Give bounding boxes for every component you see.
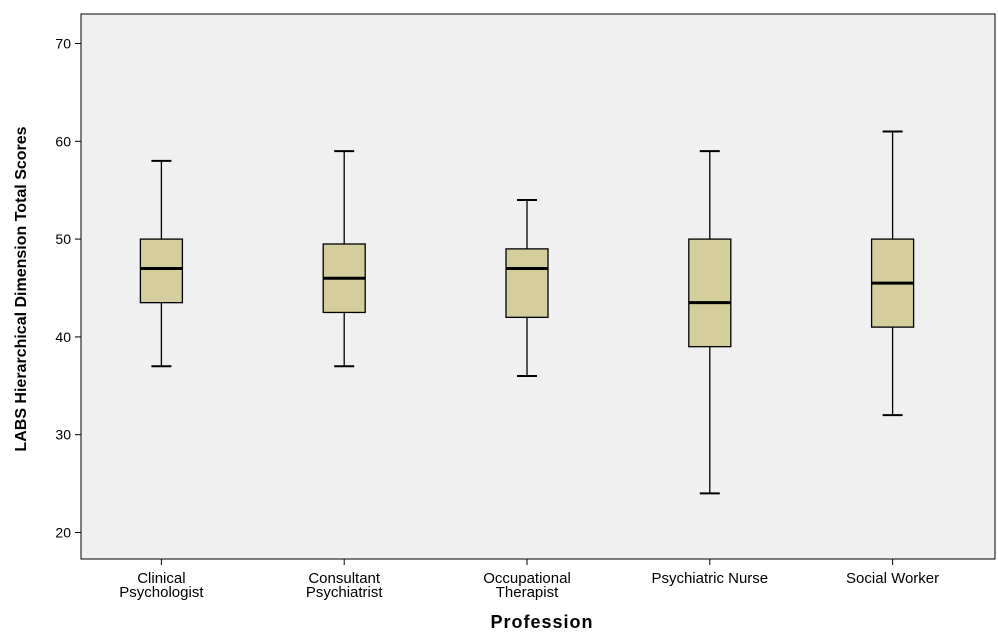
y-tick-label: 50 <box>55 231 71 247</box>
x-tick-label: Occupational <box>483 570 571 587</box>
x-tick-label: Psychologist <box>119 584 204 601</box>
iqr-box <box>139 238 184 304</box>
box-0 <box>139 159 184 368</box>
box-3 <box>688 150 732 495</box>
y-tick-label: 20 <box>55 525 71 541</box>
box-4 <box>870 130 915 417</box>
y-tick-label: 30 <box>55 427 71 443</box>
y-axis-title: LABS Hierarchical Dimension Total Scores <box>13 126 30 451</box>
iqr-box <box>505 248 549 318</box>
y-tick-label: 40 <box>55 329 71 345</box>
iqr-box <box>688 238 732 348</box>
x-tick-label: Therapist <box>496 584 559 601</box>
x-axis-labels: ClinicalPsychologistConsultantPsychiatri… <box>119 559 939 601</box>
box-1 <box>322 150 366 368</box>
y-tick-label: 60 <box>55 133 71 149</box>
y-tick-label: 70 <box>55 36 71 52</box>
x-tick-label: Consultant <box>308 570 381 587</box>
box-series <box>139 130 915 495</box>
box-2 <box>505 198 549 378</box>
x-tick-label: Psychiatrist <box>306 584 384 601</box>
x-tick-label: Clinical <box>137 570 185 587</box>
y-axis: 20 30 40 50 60 70 <box>55 36 81 541</box>
x-axis-title: Profession <box>490 612 593 632</box>
x-tick-label: Social Worker <box>846 570 939 587</box>
x-tick-label: Psychiatric Nurse <box>651 570 768 587</box>
